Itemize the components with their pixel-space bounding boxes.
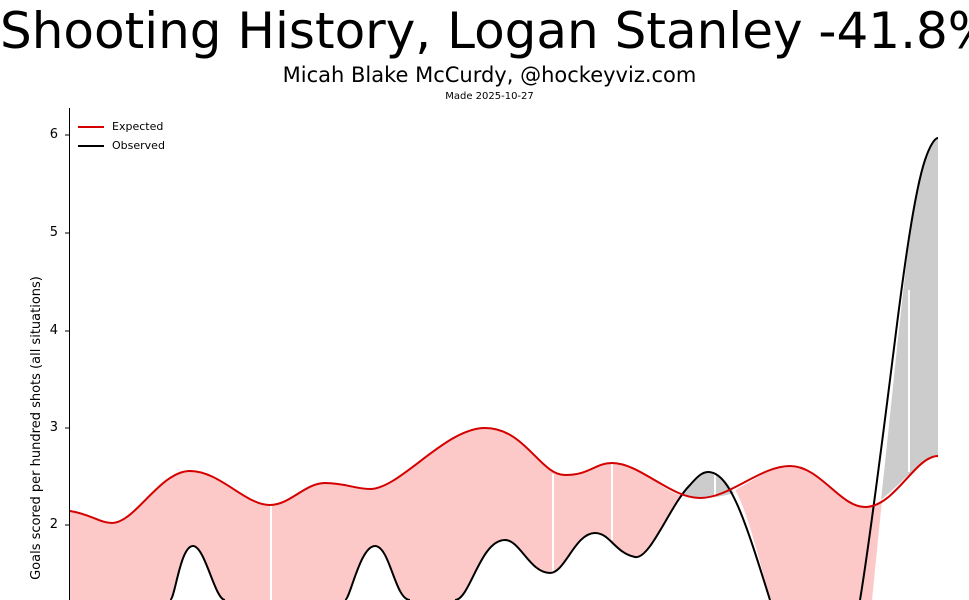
chart-title: Shooting History, Logan Stanley -41.8%: [0, 2, 969, 60]
legend-item-expected: Expected: [78, 117, 165, 136]
y-tick-4: 4: [49, 323, 58, 338]
legend-label: Observed: [112, 139, 165, 152]
chart-subtitle: Micah Blake McCurdy, @hockeyviz.com: [282, 63, 697, 87]
y-axis-label: Goals scored per hundred shots (all situ…: [29, 276, 44, 580]
made-date: Made 2025-10-27: [445, 91, 534, 102]
y-tick-6: 6: [49, 127, 58, 142]
observed-line: [169, 137, 939, 600]
observed-swatch-icon: [78, 144, 104, 147]
expected-line: [70, 426, 939, 525]
expected-swatch-icon: [78, 125, 104, 128]
y-tick-2: 2: [49, 517, 58, 532]
legend: Expected Observed: [78, 117, 165, 155]
below-expected-fill: [70, 428, 686, 600]
legend-label: Expected: [112, 120, 164, 133]
legend-item-observed: Observed: [78, 136, 165, 155]
y-tick-3: 3: [49, 420, 58, 435]
y-tick-5: 5: [49, 225, 58, 240]
